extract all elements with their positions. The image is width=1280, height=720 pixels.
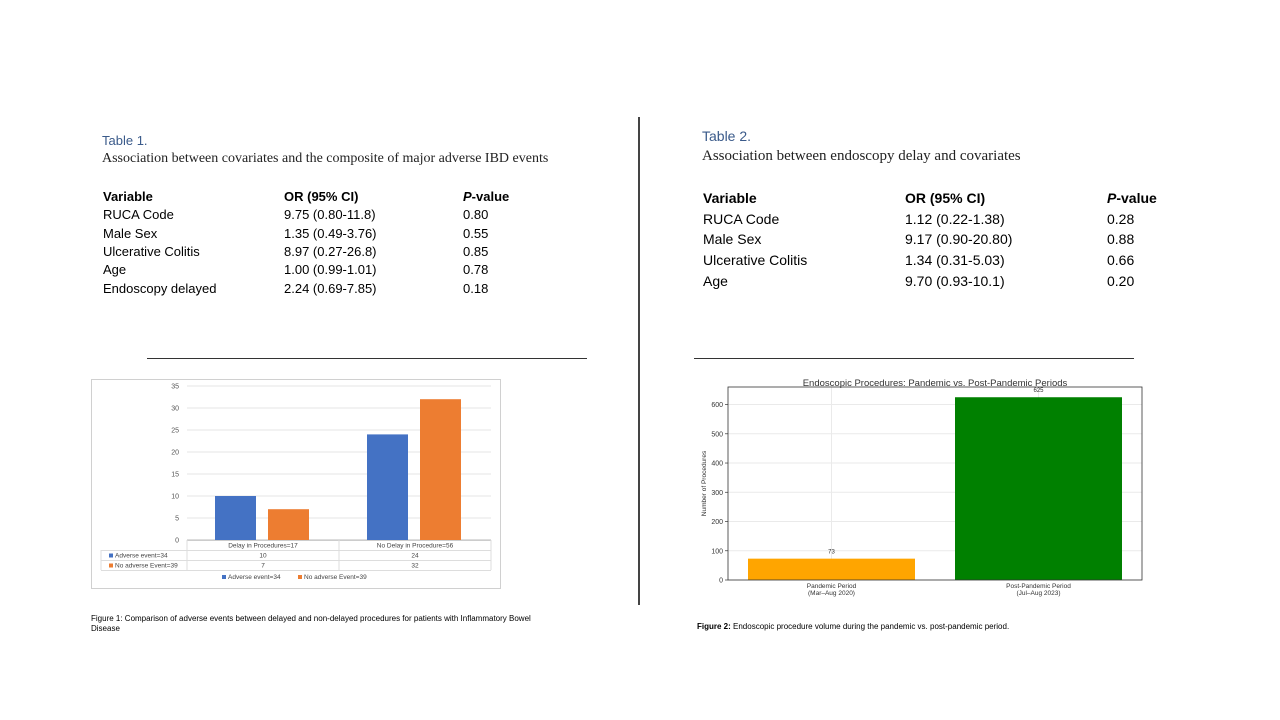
chart1-legend-key [298, 575, 302, 579]
chart1-ytick-label: 30 [171, 406, 179, 413]
center-divider [638, 117, 640, 605]
chart1-ytick-label: 20 [171, 450, 179, 457]
chart1-category-label: No Delay in Procedure=56 [377, 543, 454, 550]
table2-row-pvalue: 0.28 [1107, 210, 1135, 227]
table2-row-variable: RUCA Code [703, 210, 780, 227]
chart2-ytick-label: 200 [711, 519, 723, 526]
figure1-caption: Figure 1: Comparison of adverse events b… [91, 614, 531, 633]
table2-row-variable: Ulcerative Colitis [703, 252, 808, 269]
table1-row-variable: RUCA Code [103, 207, 174, 223]
table1-header-variable: Variable [103, 189, 153, 204]
table1-header-or: OR (95% CI) [284, 189, 359, 204]
table1-row-or: 8.97 (0.27-26.8) [284, 243, 377, 259]
chart2-ytick-label: 300 [711, 490, 723, 497]
chart2-category-label: Post-Pandemic Period [1006, 583, 1071, 590]
chart1-table-value: 10 [259, 553, 267, 560]
chart1-table-series-label: No adverse Event=39 [115, 563, 178, 570]
table1-row-or: 2.24 (0.69-7.85) [284, 280, 377, 296]
figure2-chart: Endoscopic Procedures: Pandemic vs. Post… [697, 373, 1152, 598]
table2-header-or: OR (95% CI) [905, 190, 986, 206]
table2-row-or: 9.17 (0.90-20.80) [905, 231, 1013, 248]
chart1-table-value: 32 [411, 563, 419, 570]
table1-row-variable: Age [103, 262, 127, 278]
chart1-legend-label: Adverse event=34 [228, 574, 281, 581]
chart2-ytick-label: 100 [711, 548, 723, 555]
chart2-category-label: (Mar–Aug 2020) [808, 590, 855, 597]
chart1-ytick-label: 25 [171, 428, 179, 435]
chart2-ytick-label: 500 [711, 431, 723, 438]
chart2-category-label: Pandemic Period [807, 583, 857, 590]
table2-header-variable: Variable [703, 190, 757, 206]
table2-caption: Association between endoscopy delay and … [702, 148, 1021, 164]
figure2-caption-text: Endoscopic procedure volume during the p… [730, 622, 1010, 631]
table2-header-p-suffix: -value [1116, 190, 1157, 206]
table1-row-pvalue: 0.18 [463, 280, 489, 296]
table2-row-pvalue: 0.20 [1107, 272, 1135, 289]
table1-header-p-italic: P [463, 189, 472, 204]
table2-row-or: 9.70 (0.93-10.1) [905, 272, 1005, 289]
chart2-data-label: 625 [1033, 388, 1044, 394]
table2-row-variable: Age [703, 272, 728, 289]
rule-right [694, 358, 1134, 359]
table2-row-or: 1.34 (0.31-5.03) [905, 252, 1005, 269]
chart1-table-key [109, 553, 113, 558]
chart2-title: Endoscopic Procedures: Pandemic vs. Post… [803, 378, 1068, 389]
table1-row-pvalue: 0.85 [463, 243, 489, 259]
table1-header-p-suffix: -value [471, 189, 510, 204]
chart2-ylabel: Number of Procedures [701, 450, 708, 516]
table2-number: Table 2. [702, 128, 752, 144]
figure1-chart: 0 5 10 15 20 25 30 35 Delay in Procedures=17 10 7 N… [91, 379, 501, 589]
table1-row-or: 1.00 (0.99-1.01) [284, 262, 377, 278]
chart1-table-value: 24 [411, 553, 419, 560]
chart1-ytick-label: 10 [171, 494, 179, 501]
table1-row-pvalue: 0.80 [463, 207, 489, 223]
table1-number: Table 1. [102, 133, 148, 148]
table1-row-or: 1.35 (0.49-3.76) [284, 225, 377, 241]
table1-header-pvalue: P-value [463, 189, 509, 204]
table1-row-pvalue: 0.78 [463, 262, 489, 278]
table2-row-variable: Male Sex [703, 231, 762, 248]
chart2-category-label: (Jul–Aug 2023) [1016, 590, 1060, 597]
chart1-bar [215, 496, 256, 540]
chart1-table-series-label: Adverse event=34 [115, 553, 168, 560]
rule-left [147, 358, 587, 359]
table1-caption: Association between covariates and the c… [102, 151, 549, 166]
chart2-bar [955, 397, 1122, 580]
table2-row-pvalue: 0.88 [1107, 231, 1135, 248]
table1-row-variable: Endoscopy delayed [103, 280, 217, 296]
table1-row-pvalue: 0.55 [463, 225, 489, 241]
chart2-ytick-label: 0 [719, 578, 723, 585]
table1-row-variable: Ulcerative Colitis [103, 243, 200, 259]
chart1-ytick-label: 35 [171, 384, 179, 391]
chart1-legend-label: No adverse Event=39 [304, 574, 367, 581]
figure2-caption: Figure 2: Endoscopic procedure volume du… [697, 622, 1157, 632]
table2-row-or: 1.12 (0.22-1.38) [905, 210, 1005, 227]
chart1-ytick-label: 15 [171, 472, 179, 479]
table2-header-pvalue: P-value [1107, 190, 1157, 206]
chart1-category-label: Delay in Procedures=17 [228, 543, 298, 550]
table1-row-variable: Male Sex [103, 225, 158, 241]
chart1-table-key [109, 563, 113, 568]
table1-row-or: 9.75 (0.80-11.8) [284, 207, 376, 223]
table2-header-p-italic: P [1107, 190, 1117, 206]
chart1-bar [268, 509, 309, 540]
chart1-bar [367, 434, 408, 540]
chart1-ytick-label: 5 [175, 516, 179, 523]
chart2-ytick-label: 600 [711, 402, 723, 409]
chart2-bar [748, 558, 915, 580]
table2-row-pvalue: 0.66 [1107, 252, 1135, 269]
chart2-plot-frame [727, 386, 1143, 581]
chart1-ytick-label: 0 [175, 538, 179, 545]
figure2-caption-label: Figure 2: [697, 622, 731, 631]
chart1-bar [420, 399, 461, 540]
chart1-legend-key [222, 575, 226, 579]
chart2-ytick-label: 400 [711, 461, 723, 468]
chart2-data-label: 73 [828, 550, 835, 556]
chart1-table-value: 7 [261, 563, 265, 570]
